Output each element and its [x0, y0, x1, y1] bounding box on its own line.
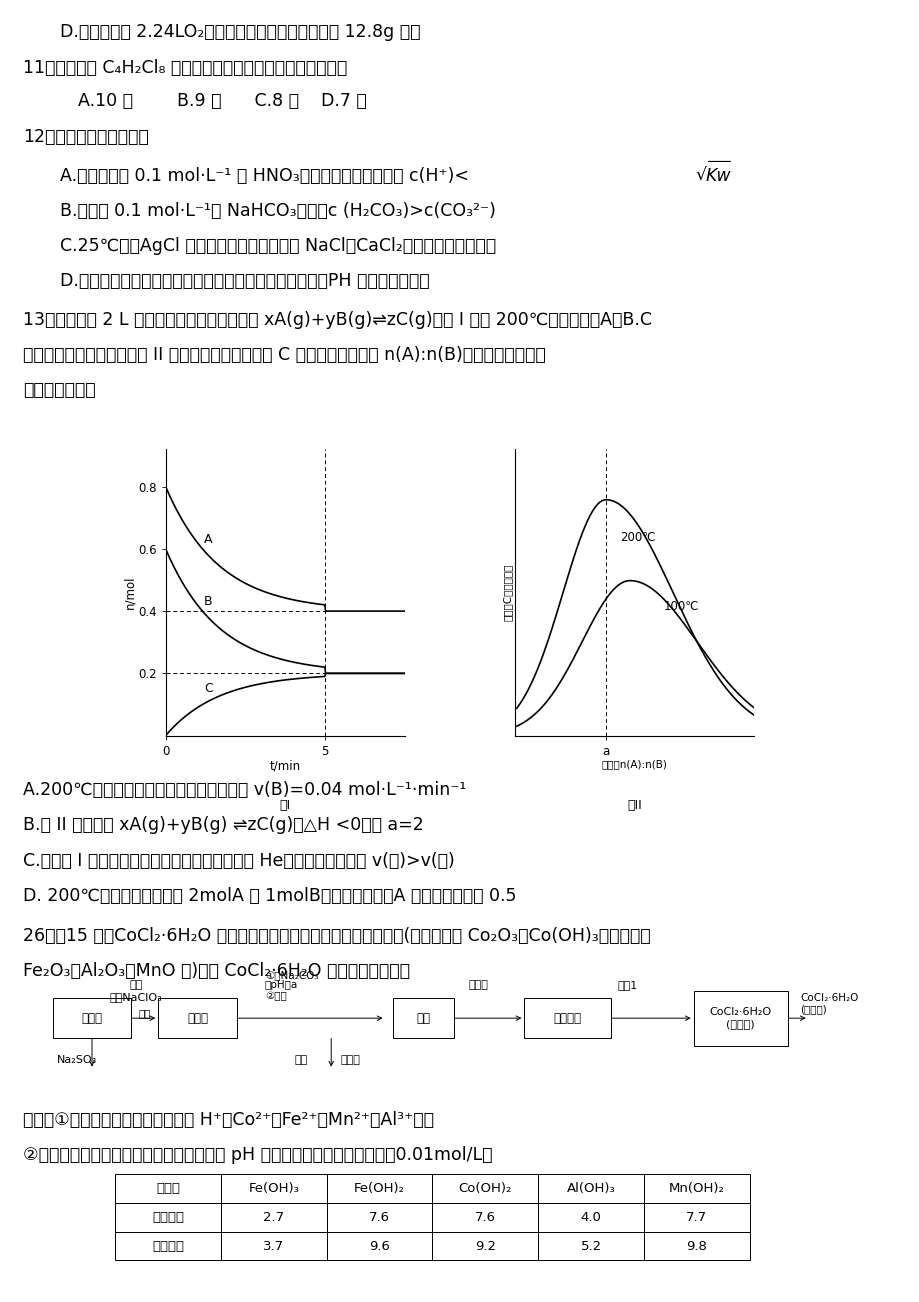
- FancyBboxPatch shape: [158, 997, 237, 1039]
- Y-axis label: n/mol: n/mol: [123, 575, 136, 609]
- FancyBboxPatch shape: [392, 997, 453, 1039]
- X-axis label: 起始时n(A):n(B): 起始时n(A):n(B): [601, 759, 667, 769]
- Text: D.甲池中消耗 2.24LO₂，此时乙池中理论上最多产生 12.8g 固体: D.甲池中消耗 2.24LO₂，此时乙池中理论上最多产生 12.8g 固体: [60, 23, 420, 42]
- Bar: [432, 1174, 538, 1203]
- Bar: [221, 1203, 326, 1232]
- Text: CoCl₂·6H₂O: CoCl₂·6H₂O: [800, 993, 857, 1004]
- Bar: [115, 1174, 221, 1203]
- Text: 萃取液: 萃取液: [340, 1055, 360, 1065]
- Text: Fe(OH)₂: Fe(OH)₂: [354, 1182, 404, 1195]
- Text: Kw: Kw: [705, 167, 731, 185]
- Bar: [538, 1203, 643, 1232]
- Text: Fe(OH)₃: Fe(OH)₃: [248, 1182, 299, 1195]
- Text: Al(OH)₃: Al(OH)₃: [566, 1182, 615, 1195]
- Bar: [643, 1203, 749, 1232]
- Text: 操作1: 操作1: [617, 980, 637, 991]
- Text: 2.7: 2.7: [263, 1211, 284, 1224]
- Text: 9.6: 9.6: [369, 1240, 390, 1253]
- Text: D.冰醋酸中逐滴加水，溶液的导电性、醋酸的电离程度、PH 均先增大后减小: D.冰醋酸中逐滴加水，溶液的导电性、醋酸的电离程度、PH 均先增大后减小: [60, 272, 429, 290]
- Text: Fe₂O₃、Al₂O₃、MnO 等)制取 CoCl₂·6H₂O 的工艺流程如下：: Fe₂O₃、Al₂O₃、MnO 等)制取 CoCl₂·6H₂O 的工艺流程如下：: [23, 962, 410, 980]
- Bar: [538, 1174, 643, 1203]
- Text: 滤液: 滤液: [415, 1012, 430, 1025]
- Bar: [538, 1232, 643, 1260]
- Text: C: C: [204, 682, 212, 695]
- Text: ②过滤: ②过滤: [265, 991, 287, 1001]
- FancyBboxPatch shape: [524, 997, 610, 1039]
- Bar: [326, 1203, 432, 1232]
- Text: 图I: 图I: [279, 798, 290, 811]
- Text: Na₂SO₃: Na₂SO₃: [57, 1055, 97, 1065]
- Text: 萃后余液: 萃后余液: [553, 1012, 581, 1025]
- Text: 5.2: 5.2: [580, 1240, 601, 1253]
- Text: 13、在体积为 2 L 的恒容密闭容器中发生反应 xA(g)+yB(g)⇌zC(g)，图 I 表示 200℃时容器中，A、B.C: 13、在体积为 2 L 的恒容密闭容器中发生反应 xA(g)+yB(g)⇌zC(…: [23, 311, 652, 329]
- X-axis label: t/min: t/min: [269, 759, 301, 772]
- Text: 已知：①浸出液含有的阳离子主要有 H⁺、Co²⁺、Fe²⁺、Mn²⁺、Al³⁺等；: 已知：①浸出液含有的阳离子主要有 H⁺、Co²⁺、Fe²⁺、Mn²⁺、Al³⁺等…: [23, 1111, 434, 1129]
- Bar: [643, 1174, 749, 1203]
- Text: 200℃: 200℃: [619, 531, 655, 544]
- Text: 开始沉淀: 开始沉淀: [152, 1211, 184, 1224]
- Text: 沉淀: 沉淀: [294, 1055, 307, 1065]
- Text: A.10 种        B.9 种      C.8 种    D.7 种: A.10 种 B.9 种 C.8 种 D.7 种: [78, 92, 367, 111]
- Text: 11、分子式为 C₄H₂Cl₈ 的同分异构体共有（不考虑立体异构）: 11、分子式为 C₄H₂Cl₈ 的同分异构体共有（不考虑立体异构）: [23, 59, 346, 77]
- Text: Co(OH)₂: Co(OH)₂: [458, 1182, 512, 1195]
- Text: 浸出: 浸出: [138, 1008, 151, 1018]
- Bar: [643, 1232, 749, 1260]
- Text: 9.2: 9.2: [474, 1240, 495, 1253]
- Bar: [221, 1232, 326, 1260]
- Text: C.若在图 I 所示的平衡状态下，再向体系中充入 He，重新达到平衡前 v(正)>v(逆): C.若在图 I 所示的平衡状态下，再向体系中充入 He，重新达到平衡前 v(正)…: [23, 852, 454, 870]
- Bar: [115, 1203, 221, 1232]
- Text: 图II: 图II: [627, 798, 641, 811]
- Text: 调pH至a: 调pH至a: [265, 980, 298, 991]
- Text: 12、下列说法不正确的是: 12、下列说法不正确的是: [23, 128, 149, 146]
- Text: 4.0: 4.0: [580, 1211, 601, 1224]
- Text: 完全沉淀: 完全沉淀: [152, 1240, 184, 1253]
- Text: ②部分阳离子以氢氧化物形式沉淀时溶液的 pH 见下表：（金属离子浓度为：0.01mol/L）: ②部分阳离子以氢氧化物形式沉淀时溶液的 pH 见下表：（金属离子浓度为：0.01…: [23, 1146, 492, 1164]
- Bar: [432, 1232, 538, 1260]
- Text: 物质的量随时间的变化，图 II 表示不同温度下平衡时 C 的体积分数随起始 n(A):n(B)的变化关系。则下: 物质的量随时间的变化，图 II 表示不同温度下平衡时 C 的体积分数随起始 n(…: [23, 346, 545, 365]
- Text: 7.6: 7.6: [474, 1211, 495, 1224]
- Text: B: B: [204, 595, 212, 608]
- Text: 浸出液: 浸出液: [187, 1012, 208, 1025]
- Text: B.浓度为 0.1 mol·L⁻¹的 NaHCO₃箱液：c (H₂CO₃)>c(CO₃²⁻): B.浓度为 0.1 mol·L⁻¹的 NaHCO₃箱液：c (H₂CO₃)>c(…: [60, 202, 495, 220]
- Text: 列结论正确的是: 列结论正确的是: [23, 381, 96, 400]
- Text: (粗产品): (粗产品): [800, 1004, 826, 1014]
- Text: 7.6: 7.6: [369, 1211, 390, 1224]
- Bar: [326, 1232, 432, 1260]
- Bar: [432, 1203, 538, 1232]
- Text: C.25℃时，AgCl 固体在等物质的量浓度的 NaCl、CaCl₂浓液中的溶度积相同: C.25℃时，AgCl 固体在等物质的量浓度的 NaCl、CaCl₂浓液中的溶度…: [60, 237, 495, 255]
- Text: 9.8: 9.8: [686, 1240, 707, 1253]
- Text: √: √: [695, 167, 706, 185]
- Text: A.常温下，在 0.1 mol·L⁻¹ 的 HNO₃溶液中，由水电离出的 c(H⁺)<: A.常温下，在 0.1 mol·L⁻¹ 的 HNO₃溶液中，由水电离出的 c(H…: [60, 167, 480, 185]
- FancyBboxPatch shape: [53, 997, 130, 1039]
- Text: ①加Na₂CO₃: ①加Na₂CO₃: [265, 970, 318, 980]
- Bar: [115, 1232, 221, 1260]
- Text: 适量NaClO₃: 适量NaClO₃: [109, 992, 163, 1003]
- Text: 3.7: 3.7: [263, 1240, 284, 1253]
- Text: CoCl₂·6H₂O
(粗产品): CoCl₂·6H₂O (粗产品): [709, 1008, 771, 1029]
- Text: B.图 II 所知反应 xA(g)+yB(g) ⇌zC(g)的△H <0，且 a=2: B.图 II 所知反应 xA(g)+yB(g) ⇌zC(g)的△H <0，且 a…: [23, 816, 424, 835]
- Y-axis label: 平衡时C的体积分数: 平衡时C的体积分数: [502, 564, 512, 621]
- Text: A: A: [204, 533, 212, 546]
- Bar: [221, 1174, 326, 1203]
- Text: 盐酸: 盐酸: [130, 980, 142, 991]
- Text: 26、（15 分）CoCl₂·6H₂O 是一种饲料营养强化剂。一种利用水钴矿(主要成分为 Co₂O₃、Co(OH)₃，还含少量: 26、（15 分）CoCl₂·6H₂O 是一种饲料营养强化剂。一种利用水钴矿(主…: [23, 927, 650, 945]
- Text: 萃取剂: 萃取剂: [468, 980, 488, 991]
- Text: D. 200℃时，向容器中充入 2molA 和 1molB，达到平衡时，A 的体积分数小于 0.5: D. 200℃时，向容器中充入 2molA 和 1molB，达到平衡时，A 的体…: [23, 887, 516, 905]
- Text: 100℃: 100℃: [663, 600, 698, 613]
- Text: 沉淀物: 沉淀物: [155, 1182, 180, 1195]
- FancyBboxPatch shape: [693, 991, 787, 1046]
- Text: Mn(OH)₂: Mn(OH)₂: [668, 1182, 724, 1195]
- Text: 水钴矿: 水钴矿: [82, 1012, 102, 1025]
- Bar: [326, 1174, 432, 1203]
- Text: A.200℃时，反应从开始到平衡的平均速率 v(B)=0.04 mol·L⁻¹·min⁻¹: A.200℃时，反应从开始到平衡的平均速率 v(B)=0.04 mol·L⁻¹·…: [23, 781, 466, 799]
- Text: 7.7: 7.7: [686, 1211, 707, 1224]
